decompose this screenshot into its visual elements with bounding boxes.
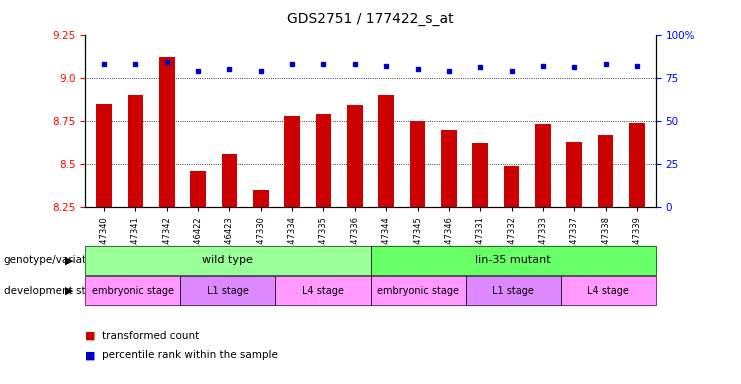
- Text: L4 stage: L4 stage: [588, 286, 629, 296]
- Bar: [535, 124, 551, 207]
- Text: lin-35 mutant: lin-35 mutant: [475, 255, 551, 265]
- Bar: [347, 105, 362, 207]
- Bar: [566, 142, 582, 207]
- Text: L1 stage: L1 stage: [492, 286, 534, 296]
- Text: L1 stage: L1 stage: [207, 286, 249, 296]
- Bar: [222, 154, 237, 207]
- Bar: [316, 114, 331, 207]
- Text: wild type: wild type: [202, 255, 253, 265]
- Bar: [190, 171, 206, 207]
- Bar: [629, 122, 645, 207]
- Text: ▶: ▶: [64, 255, 73, 265]
- Bar: [504, 166, 519, 207]
- Text: ▶: ▶: [64, 286, 73, 296]
- Text: ■: ■: [85, 331, 96, 341]
- Bar: [253, 190, 268, 207]
- Text: GDS2751 / 177422_s_at: GDS2751 / 177422_s_at: [288, 12, 453, 25]
- Text: development stage: development stage: [4, 286, 104, 296]
- Text: embryonic stage: embryonic stage: [92, 286, 173, 296]
- Bar: [598, 135, 614, 207]
- Text: transformed count: transformed count: [102, 331, 199, 341]
- Text: ■: ■: [85, 350, 96, 360]
- Bar: [96, 104, 112, 207]
- Text: percentile rank within the sample: percentile rank within the sample: [102, 350, 277, 360]
- Bar: [159, 57, 175, 207]
- Bar: [285, 116, 300, 207]
- Bar: [127, 95, 143, 207]
- Bar: [441, 130, 456, 207]
- Text: genotype/variation: genotype/variation: [4, 255, 103, 265]
- Text: embryonic stage: embryonic stage: [377, 286, 459, 296]
- Text: L4 stage: L4 stage: [302, 286, 344, 296]
- Bar: [410, 121, 425, 207]
- Bar: [379, 95, 394, 207]
- Bar: [472, 144, 488, 207]
